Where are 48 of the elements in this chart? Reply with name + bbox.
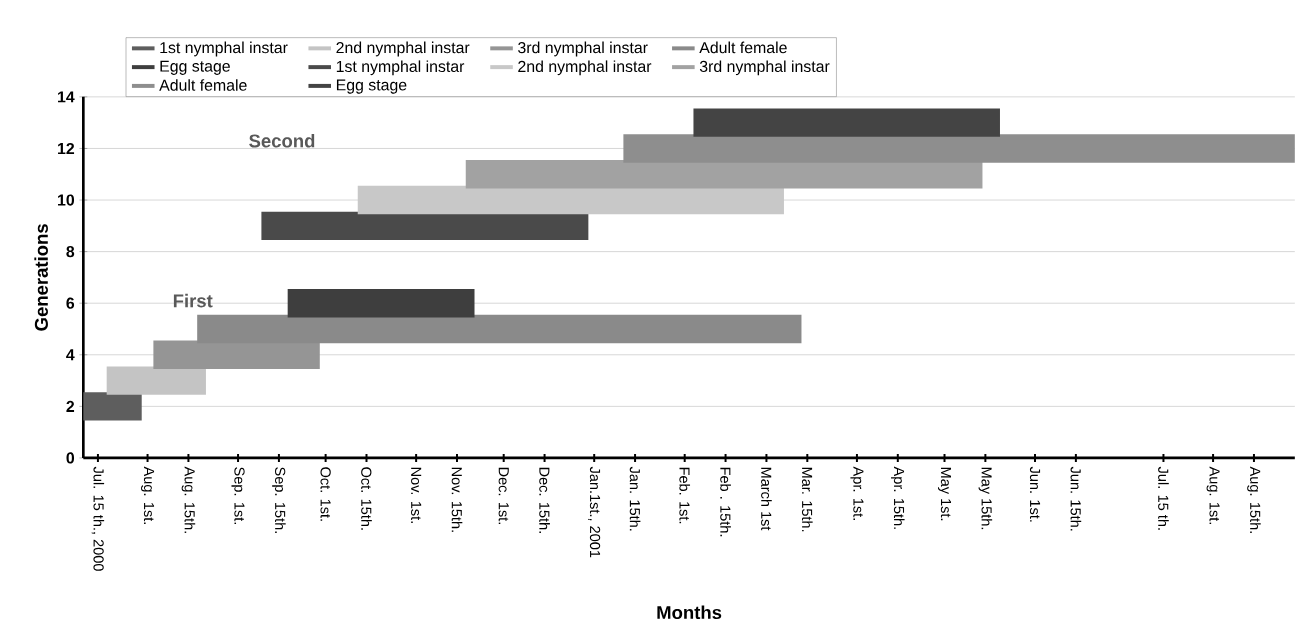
x-tick-label: Aug. 1st. (141, 466, 155, 525)
x-tick-label: Nov. 1st. (411, 467, 422, 523)
legend-label: 1st nymphal instar (336, 60, 465, 76)
legend-label: Adult female (699, 41, 787, 54)
legend-label: 2nd nymphal instar (336, 41, 470, 57)
x-axis-title: Months (657, 605, 722, 620)
x-tick-label: Aug. 15th. (181, 466, 196, 533)
legend-label: Egg stage (160, 60, 230, 75)
x-tick-label: Apr. 1st. (850, 466, 864, 521)
legend-label: 3rd nymphal instar (699, 60, 830, 76)
legend-label: 1st nymphal instar (160, 41, 288, 57)
y-tick-label: 8 (66, 246, 75, 258)
x-tick-label: Dec. 15th. (539, 467, 550, 533)
x-tick-label: Jun. 1st. (1029, 466, 1041, 522)
x-tick-label: Jan.1st., 2001 (588, 466, 601, 558)
y-tick-label: 6 (66, 297, 75, 309)
x-tick-label: Feb. 1st. (679, 467, 691, 524)
x-tick-label: Jul. 15 th. (1158, 466, 1169, 530)
y-tick-label: 10 (58, 194, 75, 206)
x-tick-label: Nov. 15th. (451, 467, 463, 532)
x-tick-label: Aug. 15th. (1247, 466, 1261, 533)
x-tick-label: Oct. 1st. (320, 467, 331, 521)
y-tick-label: 4 (66, 349, 75, 361)
x-tick-label: Feb . 15th. (720, 467, 731, 537)
annotation: Second (249, 133, 315, 148)
x-tick-label: March 1st (761, 467, 772, 531)
legend-label: Adult female (159, 79, 247, 91)
x-tick-label: May 15th. (978, 467, 993, 530)
y-tick-label: 14 (58, 91, 75, 103)
x-tick-label: May 1st. (938, 467, 952, 521)
legend-label: 3rd nymphal instar (518, 41, 648, 57)
x-tick-label: Mar. 15th. (801, 467, 813, 532)
y-axis-title: Generations (34, 224, 48, 331)
x-tick-label: Oct. 15th. (361, 467, 372, 530)
y-tick-label: 0 (66, 452, 75, 464)
x-tick-label: Sep. 1st. (231, 467, 245, 525)
y-tick-label: 2 (66, 400, 75, 412)
x-tick-label: Jun. 15th. (1070, 466, 1082, 531)
legend-label: Egg stage (336, 79, 407, 94)
x-tick-label: Jan. 15th. (629, 466, 641, 531)
x-tick-label: Dec. 1st. (498, 467, 509, 525)
y-tick-label: 12 (58, 143, 75, 155)
x-tick-label: Aug. 1st. (1206, 466, 1220, 525)
legend-label: 2nd nymphal instar (518, 60, 652, 76)
annotation: First (173, 293, 213, 308)
x-tick-label: Jul. 15 th., 2000 (91, 466, 105, 571)
x-tick-label: Apr. 15th. (891, 466, 905, 529)
x-tick-label: Sep. 15th. (272, 467, 286, 533)
